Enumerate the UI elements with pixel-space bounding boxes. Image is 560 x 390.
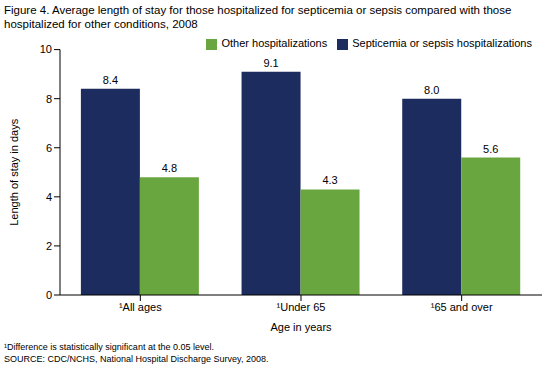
- svg-text:4.8: 4.8: [162, 162, 177, 174]
- html-text:Other hospitalizations: Other hospitalizations: [221, 37, 328, 49]
- html-text:¹Difference is statistically s: ¹Difference is statistically significant…: [4, 342, 214, 352]
- svg-text:0: 0: [46, 289, 52, 301]
- html-text:Figure 4. Average length of st: Figure 4. Average length of stay for tho…: [4, 4, 512, 30]
- svg-text:2: 2: [46, 240, 52, 252]
- html-text:Septicemia or sepsis hospitali: Septicemia or sepsis hospitalizations: [352, 37, 532, 49]
- svg-text:8.0: 8.0: [424, 84, 439, 96]
- svg-text:9.1: 9.1: [263, 57, 278, 69]
- svg-text:10: 10: [40, 43, 52, 55]
- svg-text:¹Under 65: ¹Under 65: [277, 301, 326, 313]
- svg-text:Age in years: Age in years: [270, 321, 332, 333]
- svg-text:6: 6: [46, 142, 52, 154]
- html-text:SOURCE: CDC/NCHS, National Hos: SOURCE: CDC/NCHS, National Hospital Disc…: [4, 354, 269, 364]
- svg-text:¹65 and over: ¹65 and over: [431, 301, 493, 313]
- svg-text:4.3: 4.3: [322, 174, 337, 186]
- svg-text:5.6: 5.6: [483, 143, 498, 155]
- svg-text:8: 8: [46, 93, 52, 105]
- svg-text:Length of stay in days: Length of stay in days: [8, 118, 20, 226]
- svg-text:4: 4: [46, 191, 52, 203]
- svg-text:8.4: 8.4: [103, 74, 118, 86]
- svg-text:¹All ages: ¹All ages: [119, 301, 162, 313]
